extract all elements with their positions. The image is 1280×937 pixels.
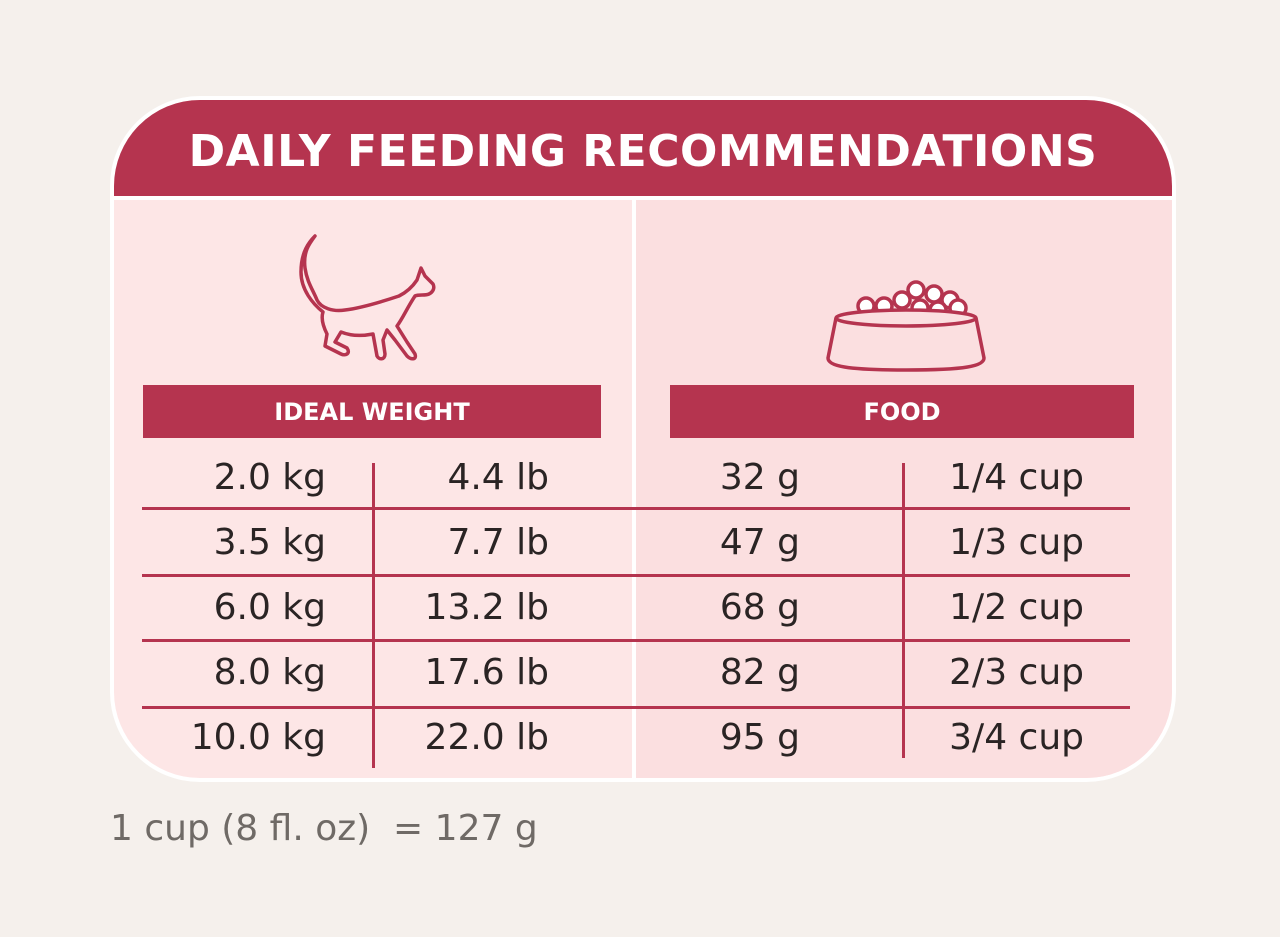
row-divider (142, 706, 1130, 709)
weight-kg-cell: 2.0 kg (213, 457, 326, 498)
panel-divider (632, 200, 636, 778)
food-cups-cell: 2/3 cup (949, 652, 1084, 693)
ideal-weight-label: IDEAL WEIGHT (274, 397, 470, 426)
food-cups-cell: 1/4 cup (949, 457, 1084, 498)
food-label: FOOD (863, 397, 941, 426)
ideal-weight-header: IDEAL WEIGHT (143, 385, 601, 438)
food-grams-cell: 95 g (719, 717, 800, 758)
food-bowl-icon (826, 280, 986, 372)
food-grams-cell: 32 g (719, 457, 800, 498)
title-banner: DAILY FEEDING RECOMMENDATIONS (114, 100, 1172, 200)
weight-lb-cell: 17.6 lb (424, 652, 549, 693)
food-header: FOOD (670, 385, 1134, 438)
weight-lb-cell: 7.7 lb (447, 522, 549, 563)
row-divider (142, 639, 1130, 642)
weight-kg-cell: 8.0 kg (213, 652, 326, 693)
feeding-card-body: DAILY FEEDING RECOMMENDATIONS IDEAL WEIG… (114, 100, 1172, 778)
page-title: DAILY FEEDING RECOMMENDATIONS (188, 125, 1098, 177)
column-divider-weight (372, 463, 375, 768)
food-grams-cell: 82 g (719, 652, 800, 693)
food-grams-cell: 47 g (719, 522, 800, 563)
row-divider (142, 574, 1130, 577)
row-divider (142, 507, 1130, 510)
weight-kg-cell: 10.0 kg (190, 717, 326, 758)
weight-lb-cell: 13.2 lb (424, 587, 549, 628)
feeding-card: DAILY FEEDING RECOMMENDATIONS IDEAL WEIG… (110, 96, 1176, 782)
weight-lb-cell: 4.4 lb (447, 457, 549, 498)
weight-lb-cell: 22.0 lb (424, 717, 549, 758)
weight-kg-cell: 3.5 kg (213, 522, 326, 563)
weight-kg-cell: 6.0 kg (213, 587, 326, 628)
column-divider-food (902, 463, 905, 758)
food-cups-cell: 1/2 cup (949, 587, 1084, 628)
food-grams-cell: 68 g (719, 587, 800, 628)
food-cups-cell: 1/3 cup (949, 522, 1084, 563)
cat-icon (299, 234, 436, 361)
food-cups-cell: 3/4 cup (949, 717, 1084, 758)
cup-conversion-note: 1 cup (8 fl. oz) = 127 g (110, 808, 538, 849)
